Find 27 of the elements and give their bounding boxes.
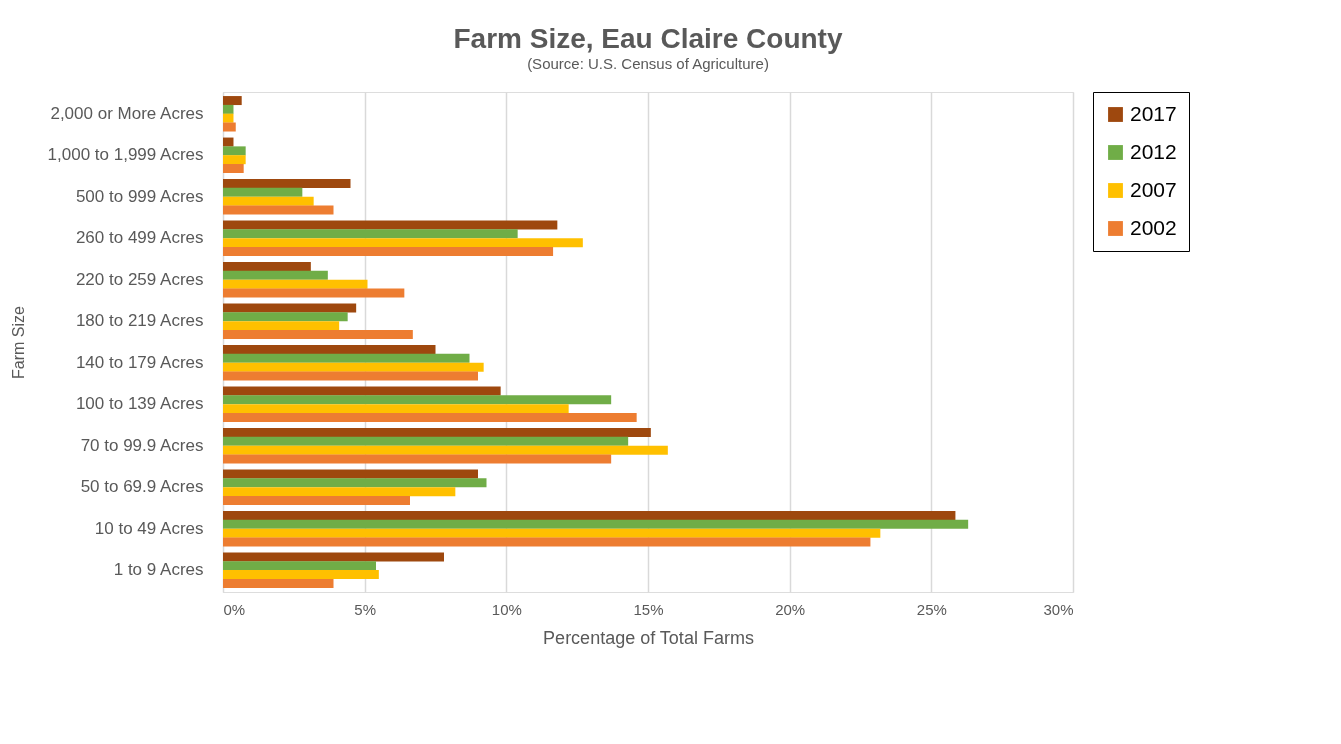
x-tick-label: 5%	[354, 600, 377, 618]
chart-subtitle: (Source: U.S. Census of Agriculture)	[527, 54, 769, 72]
y-tick-label: 220 to 259 Acres	[75, 269, 204, 289]
x-tick-label: 0%	[223, 600, 246, 618]
y-tick-label: 1,000 to 1,999 Acres	[47, 145, 204, 165]
legend-label: 2007	[1130, 177, 1177, 201]
legend-label: 2002	[1130, 215, 1177, 239]
legend-label: 2012	[1130, 139, 1177, 163]
legend-label: 2017	[1130, 101, 1177, 125]
y-tick-label: 50 to 69.9 Acres	[80, 477, 204, 497]
x-tick-label: 25%	[916, 600, 947, 618]
x-tick-label: 10%	[491, 600, 522, 618]
x-axis-title: Percentage of Total Farms	[543, 627, 754, 648]
y-tick-label: 180 to 219 Acres	[75, 311, 204, 331]
x-tick-label: 15%	[633, 600, 664, 618]
y-tick-label: 500 to 999 Acres	[75, 186, 204, 206]
y-tick-label: 10 to 49 Acres	[94, 518, 204, 538]
y-tick-label: 140 to 179 Acres	[75, 352, 204, 372]
y-tick-label: 260 to 499 Acres	[75, 228, 204, 248]
y-tick-label: 1 to 9 Acres	[113, 560, 204, 580]
y-tick-label: 2,000 or More Acres	[50, 103, 204, 123]
x-tick-label: 30%	[1043, 600, 1074, 618]
y-axis-title: Farm Size	[9, 305, 27, 379]
x-tick-label: 20%	[775, 600, 806, 618]
chart-title: Farm Size, Eau Claire County	[453, 22, 843, 54]
y-tick-label: 100 to 139 Acres	[75, 394, 204, 414]
y-tick-label: 70 to 99.9 Acres	[80, 435, 204, 455]
